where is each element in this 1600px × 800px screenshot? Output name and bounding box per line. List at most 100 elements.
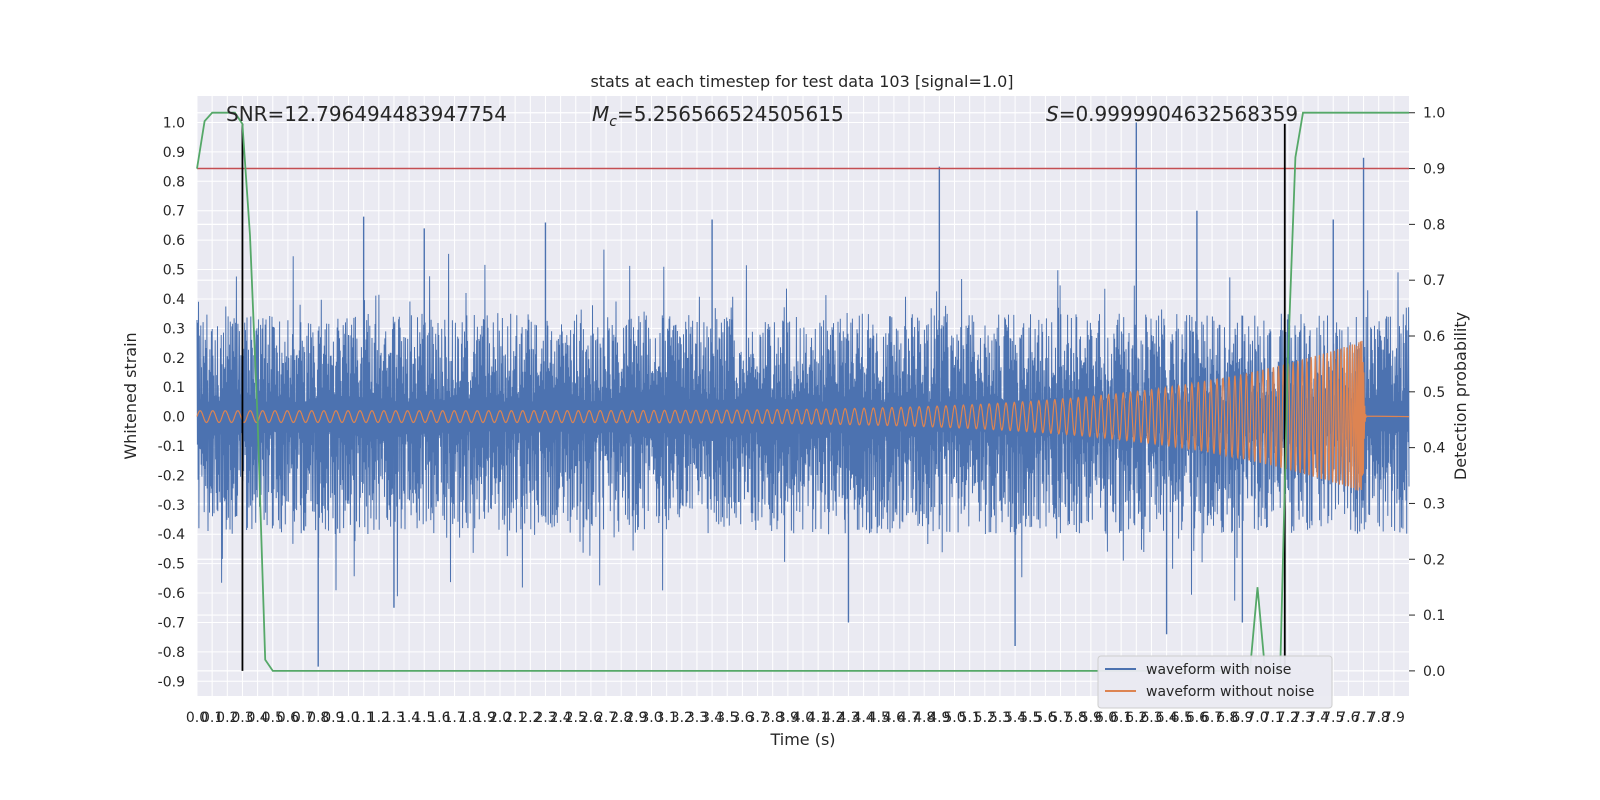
legend-box bbox=[1097, 655, 1333, 709]
right-y-tick-label: 0.5 bbox=[1423, 385, 1445, 401]
x-tick-label: 5.5 bbox=[1019, 710, 1041, 726]
x-tick-label: 4.8 bbox=[913, 710, 935, 726]
x-tick-label: 5.3 bbox=[989, 710, 1011, 726]
legend-label-clean: waveform without noise bbox=[1146, 684, 1314, 700]
detection-probability-line bbox=[196, 111, 1409, 672]
x-tick-label: 2.7 bbox=[595, 710, 617, 726]
x-tick-label: 2.1 bbox=[504, 710, 526, 726]
x-tick-label: 4.6 bbox=[883, 710, 905, 726]
x-tick-label: 7.7 bbox=[1352, 710, 1374, 726]
x-tick-label: 2.9 bbox=[625, 710, 647, 726]
y-tick-label: -0.8 bbox=[158, 645, 185, 661]
snr-annotation: SNR=12.796494483947754 bbox=[226, 102, 507, 126]
x-tick-label: 3.6 bbox=[731, 710, 753, 726]
right-y-axis-label: Detection probability bbox=[1451, 312, 1470, 480]
y-tick-label: 0.5 bbox=[163, 263, 185, 279]
x-tick-label: 6.3 bbox=[1140, 710, 1162, 726]
x-tick-label: 0.0 bbox=[186, 710, 208, 726]
x-tick-label: 6.7 bbox=[1201, 710, 1223, 726]
right-y-tick-label: 0.2 bbox=[1423, 552, 1445, 568]
x-tick-label: 0.7 bbox=[292, 710, 314, 726]
right-y-tick-label: 0.8 bbox=[1423, 217, 1445, 233]
y-tick-label: 0.3 bbox=[163, 321, 185, 337]
right-y-tick-label: 0.6 bbox=[1423, 329, 1445, 345]
s-symbol: S bbox=[1046, 102, 1059, 126]
x-tick-label: 5.9 bbox=[1080, 710, 1102, 726]
x-tick-label: 1.8 bbox=[459, 710, 481, 726]
x-tick-label: 1.9 bbox=[474, 710, 496, 726]
x-tick-label: 2.6 bbox=[580, 710, 602, 726]
x-tick-label: 7.2 bbox=[1277, 710, 1299, 726]
x-tick-label: 5.2 bbox=[974, 710, 996, 726]
x-tick-label: 0.6 bbox=[277, 710, 299, 726]
right-y-tick-label: 0.4 bbox=[1423, 441, 1445, 457]
y-axis-label: Whitened strain bbox=[121, 332, 140, 459]
x-tick-label: 2.8 bbox=[610, 710, 632, 726]
x-tick-label: 4.3 bbox=[837, 710, 859, 726]
y-tick-labels: 1.0 0.9 0.8 0.7 0.6 0.5 0.4 0.3 0.2 0.1 0.0 -0.1 -0.… bbox=[158, 115, 185, 690]
right-y-tick-label: 0.7 bbox=[1423, 273, 1445, 289]
detection-layer bbox=[196, 111, 1409, 672]
chart-title: stats at each timestep for test data 103… bbox=[590, 72, 1013, 91]
y-tick-label: -0.2 bbox=[158, 468, 185, 484]
x-tick-label: 5.6 bbox=[1034, 710, 1056, 726]
right-y-tick-label: 0.9 bbox=[1423, 162, 1445, 178]
x-tick-label: 1.7 bbox=[443, 710, 465, 726]
s-value: =0.9999904632568359 bbox=[1059, 102, 1298, 126]
x-tick-label: 6.8 bbox=[1216, 710, 1238, 726]
x-tick-label: 5.1 bbox=[959, 710, 981, 726]
x-tick-label: 4.5 bbox=[868, 710, 890, 726]
x-tick-label: 6.9 bbox=[1231, 710, 1253, 726]
x-tick-label: 3.1 bbox=[656, 710, 678, 726]
y-tick-label: -0.9 bbox=[158, 674, 185, 690]
x-tick-label: 3.8 bbox=[762, 710, 784, 726]
legend: waveform with noise waveform without noi… bbox=[1097, 655, 1333, 709]
x-tick-label: 7.8 bbox=[1368, 710, 1390, 726]
x-tick-label: 4.9 bbox=[928, 710, 950, 726]
y-tick-label: -0.3 bbox=[158, 498, 185, 514]
right-y-tick-label: 0.0 bbox=[1423, 664, 1445, 680]
x-tick-label: 7.4 bbox=[1307, 710, 1329, 726]
x-tick-label: 7.9 bbox=[1383, 710, 1405, 726]
x-tick-label: 1.6 bbox=[428, 710, 450, 726]
waveform-without-noise-path bbox=[196, 340, 1410, 491]
x-tick-label: 5.0 bbox=[943, 710, 965, 726]
y-tick-label: -0.7 bbox=[158, 615, 185, 631]
x-tick-label: 0.8 bbox=[307, 710, 329, 726]
x-tick-label: 2.2 bbox=[519, 710, 541, 726]
s-annotation: S=0.9999904632568359 bbox=[1046, 102, 1298, 126]
x-tick-label: 3.5 bbox=[716, 710, 738, 726]
x-tick-label: 7.6 bbox=[1337, 710, 1359, 726]
y-tick-label: 0.2 bbox=[163, 351, 185, 367]
chirp-mass-subscript: c bbox=[609, 114, 617, 130]
y-tick-label: 0.9 bbox=[163, 145, 185, 161]
x-tick-label: 2.3 bbox=[534, 710, 556, 726]
x-tick-label: 3.2 bbox=[671, 710, 693, 726]
x-tick-label: 3.9 bbox=[777, 710, 799, 726]
chirp-mass-value: =5.256566524505615 bbox=[617, 102, 844, 126]
x-tick-label: 0.4 bbox=[246, 710, 268, 726]
x-tick-label: 6.5 bbox=[1171, 710, 1193, 726]
x-tick-label: 0.2 bbox=[216, 710, 238, 726]
x-tick-label: 4.0 bbox=[792, 710, 814, 726]
x-tick-label: 5.4 bbox=[1004, 710, 1026, 726]
x-tick-label: 5.8 bbox=[1065, 710, 1087, 726]
x-tick-label: 7.5 bbox=[1322, 710, 1344, 726]
y-tick-label: -0.4 bbox=[158, 527, 185, 543]
x-tick-label: 0.3 bbox=[231, 710, 253, 726]
x-tick-label: 1.2 bbox=[368, 710, 390, 726]
x-tick-label: 4.2 bbox=[822, 710, 844, 726]
x-tick-label: 2.4 bbox=[549, 710, 571, 726]
x-axis-label: Time (s) bbox=[769, 730, 835, 749]
y-tick-label: 0.4 bbox=[163, 292, 185, 308]
y-tick-label: 0.8 bbox=[163, 174, 185, 190]
right-y-tick-label: 0.1 bbox=[1423, 608, 1445, 624]
x-tick-label: 6.2 bbox=[1125, 710, 1147, 726]
y-tick-label: -0.6 bbox=[158, 586, 185, 602]
right-y-tick-labels: 1.0 0.9 0.8 0.7 0.6 0.5 0.4 0.3 0.2 0.1 0.0 bbox=[1409, 106, 1445, 680]
x-tick-label: 6.4 bbox=[1155, 710, 1177, 726]
x-tick-label: 3.7 bbox=[746, 710, 768, 726]
x-tick-label: 1.5 bbox=[413, 710, 435, 726]
x-tick-label: 3.0 bbox=[640, 710, 662, 726]
y-tick-label: 0.7 bbox=[163, 204, 185, 220]
